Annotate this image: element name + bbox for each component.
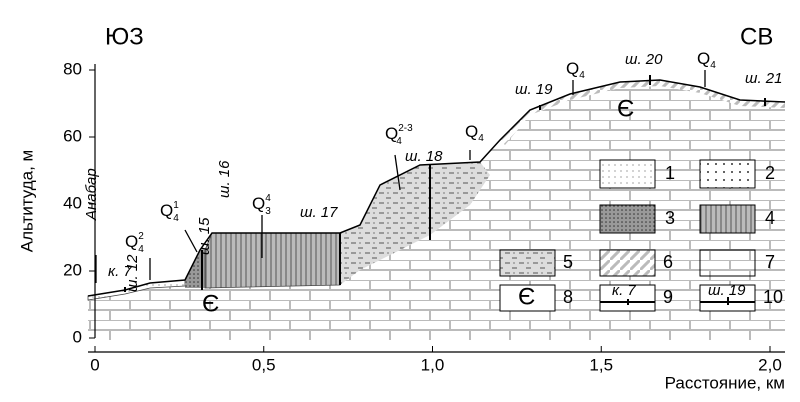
- x-label: Расстояние, км: [665, 373, 785, 392]
- age-sup: 2: [138, 231, 144, 242]
- age-sub: 4: [478, 133, 484, 144]
- site-label: ш. 21: [745, 70, 782, 87]
- legend-number: 1: [665, 163, 675, 183]
- legend-number: 6: [663, 252, 673, 272]
- river: Анабар: [83, 168, 100, 221]
- x-tick-label: 1,0: [421, 355, 445, 374]
- x-tick-label: 0: [90, 355, 99, 374]
- direction: ЮЗ: [105, 23, 144, 50]
- direction: СВ: [740, 23, 773, 50]
- legend-number: 3: [665, 208, 675, 228]
- age-base: Q: [160, 201, 173, 220]
- age-base: Q: [252, 194, 265, 213]
- age-sub: 4: [396, 136, 402, 147]
- legend-symbol: ш. 19: [708, 282, 746, 299]
- age-sup: 1: [173, 200, 179, 211]
- y-label: Альтитуда, м: [17, 150, 36, 253]
- y-tick-label: 60: [63, 126, 82, 145]
- axes: [88, 64, 785, 353]
- age-label: Q4: [465, 122, 484, 143]
- age-sup: 2-3: [398, 123, 413, 134]
- legend-number: 5: [563, 252, 573, 272]
- age-label: Q4 3: [252, 193, 271, 217]
- y-tick-label: 40: [63, 193, 82, 212]
- legend-symbol: Є: [518, 283, 535, 310]
- x-tick-label: 1,5: [589, 355, 613, 374]
- legend-number: 4: [765, 208, 775, 228]
- age-label: Q2-3 4: [385, 123, 413, 147]
- site-label: ш. 15: [196, 217, 213, 255]
- legend: Є к. 7 ш. 19: [499, 159, 756, 312]
- site-label: ш. 20: [625, 51, 663, 68]
- age-label: Q2 4: [125, 231, 144, 255]
- age-base: Q: [385, 124, 398, 143]
- age-base: Q: [697, 49, 710, 68]
- bedrock: Є: [202, 290, 219, 317]
- legend-number: 7: [765, 252, 775, 272]
- age-sub: 4: [579, 70, 585, 81]
- y-tick-label: 80: [63, 59, 82, 78]
- age-sup: 4: [265, 193, 271, 204]
- x-tick-label: 2,0: [758, 355, 782, 374]
- age-sub: 4: [173, 213, 179, 224]
- age-label: Q4: [697, 49, 716, 70]
- site-label: ш. 17: [300, 204, 338, 221]
- age-base: Q: [566, 59, 579, 78]
- age-label: Q1 4: [160, 200, 179, 224]
- age-base: Q: [465, 122, 478, 141]
- site-label: ш. 19: [515, 81, 553, 98]
- age-sub: 3: [265, 206, 271, 217]
- y-tick-label: 0: [73, 327, 82, 346]
- sites: к. 7ш. 12 ш. 15 ш. 16 ш. 17 ш. 18 ш. 19 ш. 20 ш…: [108, 51, 782, 292]
- age-label: Q4: [566, 59, 585, 80]
- legend-number: 9: [663, 287, 673, 307]
- legend-number: 10: [763, 287, 783, 307]
- site-label: к. 7: [108, 263, 132, 280]
- legend-number: 2: [765, 163, 775, 183]
- x-tick-label: 0,5: [252, 355, 276, 374]
- age-base: Q: [125, 232, 138, 251]
- legend-symbol: к. 7: [612, 282, 636, 299]
- site-label: ш. 18: [405, 148, 443, 165]
- age-sub: 4: [710, 60, 716, 71]
- bedrock: Є: [617, 95, 634, 122]
- geology: [87, 70, 786, 340]
- legend-number: 8: [563, 287, 573, 307]
- site-label: ш. 12: [124, 254, 141, 292]
- legend-numbers: 1 2 3 4 5 6 7 8 9 10: [563, 163, 783, 307]
- age-sub: 4: [138, 244, 144, 255]
- y-tick-label: 20: [63, 260, 82, 279]
- site-label: ш. 16: [216, 160, 233, 198]
